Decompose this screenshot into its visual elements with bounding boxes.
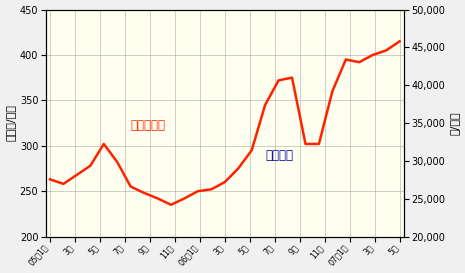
Y-axis label: 加ドル/トン: 加ドル/トン — [6, 105, 15, 141]
Text: 円建換算: 円建換算 — [265, 149, 293, 162]
Y-axis label: 円/トン: 円/トン — [450, 111, 459, 135]
Text: 加ドル価格: 加ドル価格 — [131, 119, 166, 132]
